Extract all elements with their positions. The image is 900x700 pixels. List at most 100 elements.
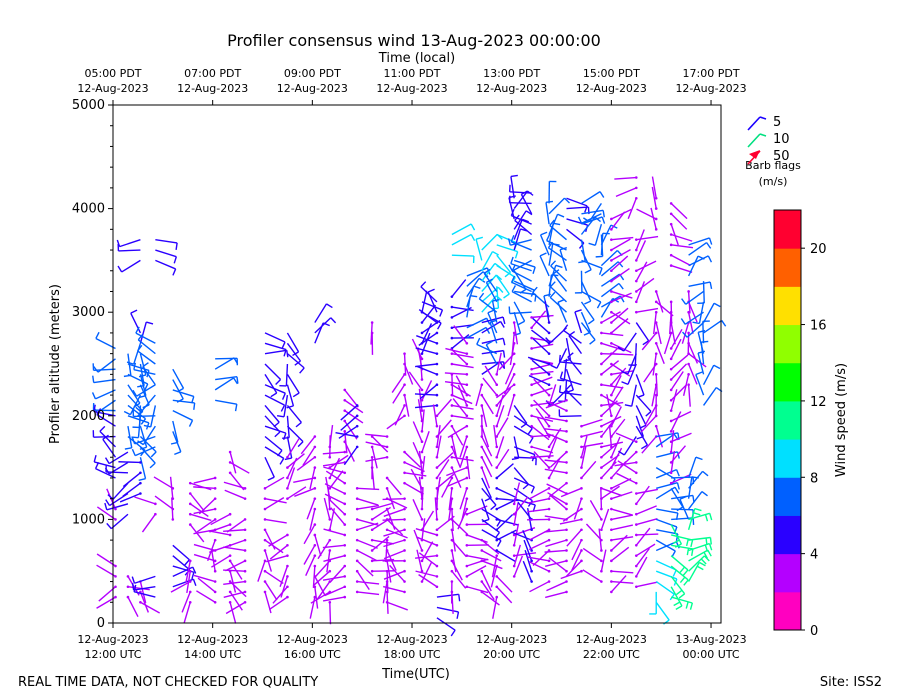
wind-barb (155, 249, 178, 264)
wind-barb (649, 591, 657, 615)
wind-barb (137, 425, 156, 446)
wind-barb (459, 487, 469, 510)
wind-barb (496, 254, 512, 278)
wind-barb (481, 250, 499, 272)
wind-barb (600, 341, 623, 351)
wind-barb (314, 317, 337, 334)
wind-barb (475, 383, 484, 407)
wind-barb (451, 254, 475, 264)
wind-barb (450, 559, 463, 581)
wind-barb (465, 585, 489, 594)
wind-barb (263, 476, 285, 490)
y-tick-label: 0 (97, 616, 105, 631)
wind-barb (610, 536, 634, 542)
wind-barb (126, 343, 142, 365)
wind-barb (610, 211, 626, 231)
wind-barb (370, 321, 374, 345)
wind-barb (491, 554, 499, 578)
wind-barb (510, 235, 532, 251)
wind-barb (450, 348, 469, 366)
wind-barb (172, 544, 190, 566)
wind-barb (138, 457, 147, 481)
wind-barb (450, 569, 467, 589)
wind-barb (548, 213, 565, 235)
wind-barb (450, 279, 467, 298)
wind-barb (322, 544, 347, 549)
wind-barb (582, 569, 603, 583)
wind-barb (530, 424, 550, 441)
wind-barb (452, 398, 469, 418)
wind-barb (198, 497, 217, 515)
wind-barb (610, 375, 622, 397)
wind-barb (580, 442, 604, 449)
wind-barb (415, 527, 439, 537)
wind-barb (480, 414, 484, 438)
wind-barb (172, 368, 185, 393)
wind-barb (610, 352, 634, 356)
wind-barb (635, 374, 645, 399)
wind-barb (512, 502, 519, 526)
wind-barb (355, 497, 379, 506)
wind-barb (93, 404, 116, 417)
wind-barb (654, 290, 664, 313)
wind-barb (466, 285, 481, 308)
wind-barb (610, 248, 631, 262)
wind-barb (610, 386, 624, 407)
wind-barb (508, 259, 532, 272)
wind-barb (507, 393, 516, 417)
wind-barb (383, 507, 406, 517)
wind-barb (459, 445, 469, 469)
wind-barb (610, 569, 634, 574)
wind-barb (513, 477, 535, 494)
wind-barb (614, 176, 638, 180)
wind-barb (522, 560, 533, 583)
wind-barb (269, 544, 289, 560)
x-tick-date: 12-Aug-2023 (376, 633, 447, 646)
wind-barb (580, 311, 592, 336)
wind-barb (104, 461, 129, 475)
wind-barb (549, 494, 568, 511)
wind-barb (328, 498, 347, 516)
wind-barb (581, 216, 606, 225)
wind-barb (459, 435, 469, 458)
wind-barb (530, 387, 553, 397)
wind-barb (670, 534, 694, 548)
wind-barb (656, 481, 680, 490)
barb-legend-item: 10 (747, 132, 790, 148)
wind-barb (340, 414, 359, 431)
wind-barb (531, 359, 551, 376)
top-tick-time: 13:00 PDT (483, 67, 540, 80)
wind-barb (654, 341, 665, 365)
wind-barb (495, 529, 517, 542)
y-tick-label: 4000 (72, 202, 105, 217)
wind-barb (545, 559, 568, 568)
wind-barb (193, 476, 217, 484)
colorbar-tick-label: 8 (810, 471, 818, 486)
x-tick-time: 22:00 UTC (583, 648, 640, 661)
wind-barb (565, 384, 582, 406)
wind-barb (170, 420, 179, 445)
wind-barb (370, 535, 390, 552)
wind-barb (322, 595, 347, 602)
wind-barb (480, 393, 494, 415)
wind-barb (268, 595, 289, 611)
wind-barb (96, 553, 117, 568)
wind-barb (266, 554, 289, 563)
wind-barb (197, 577, 217, 594)
wind-barb (435, 473, 455, 490)
wind-barb (451, 233, 476, 246)
wind-barb (483, 268, 498, 292)
wind-barb (634, 277, 655, 293)
wind-barb (326, 549, 332, 573)
wind-barb (416, 536, 439, 547)
colorbar-band (774, 210, 801, 249)
site-label: Site: ISS2 (820, 675, 882, 690)
wind-barb (548, 180, 557, 204)
wind-barb (600, 261, 624, 277)
wind-barb (131, 583, 156, 591)
wind-barb (383, 528, 406, 537)
wind-barb (181, 590, 192, 613)
wind-barb (670, 586, 683, 610)
colorbar-band (774, 553, 801, 593)
wind-barb (539, 231, 550, 256)
